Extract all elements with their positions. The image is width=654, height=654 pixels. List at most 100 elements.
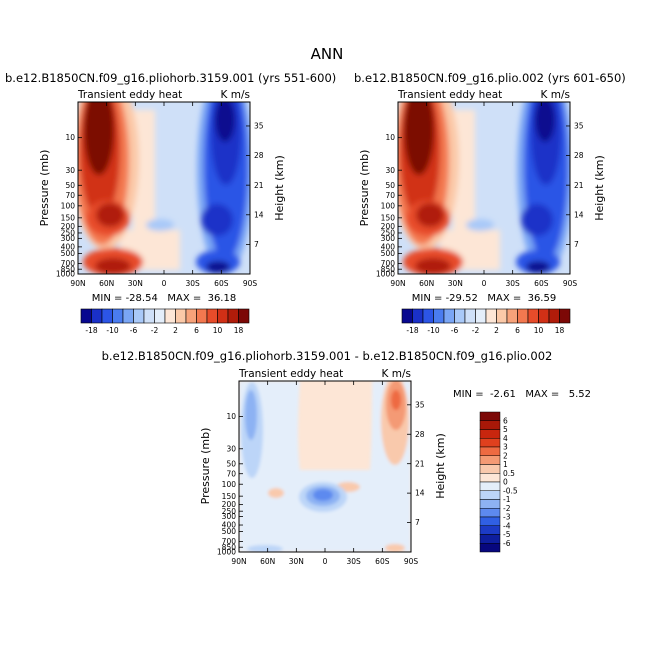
y-tick-label: 200	[381, 222, 396, 231]
y-tick-label: 100	[381, 201, 396, 210]
y-right-tick-label: 21	[574, 181, 584, 190]
y-right-tick-label: 35	[254, 122, 264, 131]
x-tick-label: 30N	[289, 557, 304, 566]
colorbar-label: 6	[503, 416, 508, 425]
y-tick-label: 1000	[217, 548, 236, 557]
x-tick-label: 0	[482, 279, 487, 288]
colorbar-swatch	[433, 308, 445, 324]
x-tick-label: 30N	[128, 279, 143, 288]
colorbar-swatch	[479, 490, 501, 500]
y-tick-label: 150	[222, 492, 237, 501]
colorbar-swatch	[479, 429, 501, 439]
colorbar-swatch	[227, 308, 239, 324]
y-tick-label: 100	[222, 480, 237, 489]
colorbar-swatch	[479, 508, 501, 518]
y-tick-label: 50	[65, 181, 75, 190]
x-tick-label: 0	[323, 557, 328, 566]
colorbar-swatch	[479, 473, 501, 483]
y-tick-label: 300	[61, 234, 76, 243]
colorbar-swatch	[133, 308, 145, 324]
colorbar-label: 18	[555, 326, 565, 335]
colorbar-label: 18	[234, 326, 244, 335]
colorbar-swatch	[238, 308, 250, 324]
colorbar-swatch	[143, 308, 155, 324]
colorbar-label: -6	[503, 539, 511, 548]
colorbar-swatch	[479, 525, 501, 535]
y-right-tick-label: 7	[415, 518, 420, 527]
y-tick-label: 400	[381, 242, 396, 251]
colorbar-label: 2	[503, 451, 508, 460]
colorbar-swatch	[164, 308, 176, 324]
colorbar-swatch	[185, 308, 197, 324]
x-tick-label: 30S	[186, 279, 201, 288]
colorbar-label: -10	[106, 326, 118, 335]
panel-b-stats: MIN = -29.52 MAX = 36.59	[412, 293, 556, 304]
y-tick-label: 50	[226, 459, 236, 468]
x-tick-label: 90S	[404, 557, 419, 566]
panel-c-ylabel: Pressure (mb)	[199, 428, 212, 505]
colorbar-label: 2	[173, 326, 178, 335]
y-tick-label: 500	[61, 249, 76, 258]
panel-c: b.e12.B1850CN.f09_g16.pliohorb.3159.001 …	[102, 349, 591, 566]
colorbar-label: -18	[85, 326, 97, 335]
y-tick-label: 50	[385, 181, 395, 190]
y-tick-label: 700	[381, 259, 396, 268]
panel-c-stats: MIN = -2.61 MAX = 5.52	[453, 389, 591, 400]
y-tick-label: 250	[381, 229, 396, 238]
y-tick-label: 200	[222, 500, 237, 509]
y-right-tick-label: 28	[415, 430, 425, 439]
y-right-tick-label: 7	[254, 240, 259, 249]
panel-b-ylabel-right: Height (km)	[593, 155, 606, 221]
y-right-tick-label: 35	[574, 122, 584, 131]
y-tick-label: 1000	[56, 270, 75, 279]
colorbar-label: 6	[515, 326, 520, 335]
panel-b-field	[398, 102, 570, 274]
colorbar-swatch	[479, 455, 501, 465]
colorbar-label: -1	[503, 495, 511, 504]
colorbar-swatch	[559, 308, 571, 324]
panel-a: b.e12.B1850CN.f09_g16.pliohorb.3159.001 …	[5, 71, 336, 304]
colorbar-label: -2	[503, 504, 511, 513]
y-right-tick-label: 14	[574, 210, 584, 219]
colorbar-label: 1	[503, 460, 508, 469]
y-tick-label: 200	[61, 222, 76, 231]
colorbar-swatch	[422, 308, 434, 324]
panel-c-title: b.e12.B1850CN.f09_g16.pliohorb.3159.001 …	[102, 349, 553, 363]
colorbar-swatch	[91, 308, 103, 324]
panel-b-title: b.e12.B1850CN.f09_g16.plio.002 (yrs 601-…	[354, 71, 626, 85]
colorbar-label: -2	[472, 326, 480, 335]
panel-b-axes: 90N 60N 30N 0 30S 60S 90S103050701001502002503…	[376, 102, 584, 288]
colorbar-swatch	[479, 543, 501, 553]
y-right-tick-label: 7	[574, 240, 579, 249]
y-tick-label: 850	[61, 265, 76, 274]
x-tick-label: 90S	[243, 279, 258, 288]
colorbar-label: -6	[451, 326, 459, 335]
y-tick-label: 150	[61, 213, 76, 222]
panel-a-subtitle-right: K m/s	[221, 89, 250, 101]
x-tick-label: 60S	[375, 557, 390, 566]
colorbar-label: -5	[503, 530, 511, 539]
y-tick-label: 10	[226, 412, 236, 421]
colorbar-label: -10	[427, 326, 439, 335]
colorbar-swatch	[122, 308, 134, 324]
colorbar-swatch	[538, 308, 550, 324]
x-tick-label: 30N	[448, 279, 463, 288]
colorbar-swatch	[479, 411, 501, 421]
x-tick-label: 60S	[534, 279, 549, 288]
colorbar-swatch	[479, 438, 501, 448]
colorbar-swatch	[475, 308, 487, 324]
x-tick-label: 90N	[390, 279, 405, 288]
colorbar-label: 0.5	[503, 469, 515, 478]
colorbar-swatch	[506, 308, 518, 324]
colorbar-swatch	[464, 308, 476, 324]
colorbar-swatch	[412, 308, 424, 324]
colorbar-top-b: -18 -10 -6 -2 2 6 10 18	[401, 308, 571, 335]
x-tick-label: 60N	[419, 279, 434, 288]
colorbar-swatch	[479, 446, 501, 456]
panel-b: b.e12.B1850CN.f09_g16.plio.002 (yrs 601-…	[354, 71, 626, 304]
x-tick-label: 30S	[347, 557, 362, 566]
y-right-tick-label: 14	[415, 489, 425, 498]
colorbar-swatch	[479, 499, 501, 509]
